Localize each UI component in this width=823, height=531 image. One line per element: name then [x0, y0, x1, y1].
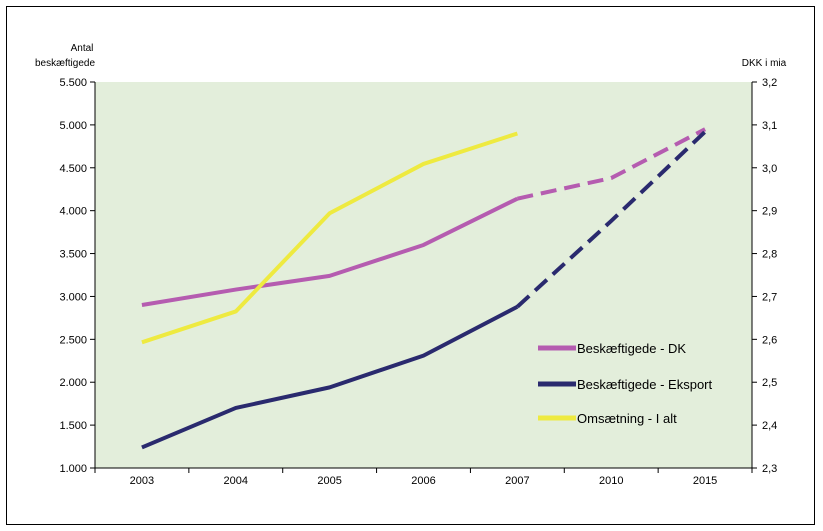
x-tick-label: 2010: [599, 475, 623, 487]
y-right-tick-label: 2,7: [762, 291, 777, 303]
y-right-tick-label: 2,9: [762, 206, 777, 218]
y-right-tick-label: 2,8: [762, 249, 777, 261]
y-left-tick-label: 4.500: [59, 163, 87, 175]
plot-area: [95, 82, 752, 468]
y-right-tick-label: 3,0: [762, 163, 777, 175]
y-left-tick-label: 2.500: [59, 334, 87, 346]
legend: Beskæftigede - DK Beskæftigede - Eksport…: [538, 341, 713, 426]
x-tick-label: 2007: [505, 475, 529, 487]
x-tick-label: 2005: [317, 475, 341, 487]
y-left-tick-label: 4.000: [59, 206, 87, 218]
chart-frame: [6, 6, 815, 525]
y-left-tick-label: 2.000: [59, 377, 87, 389]
legend-label-eksport: Beskæftigede - Eksport: [577, 377, 713, 392]
x-tick-label: 2003: [130, 475, 154, 487]
y-left-tick-label: 3.000: [59, 291, 87, 303]
y-left-label-line2: beskæftigede: [35, 58, 95, 69]
y-left-label-line1: Antal: [71, 43, 94, 54]
x-ticks: 2003 2004 2005 2006 2007 2010 2015: [94, 468, 753, 487]
y-right-tick-label: 2,3: [762, 463, 777, 475]
y-right-tick-label: 2,4: [762, 420, 777, 432]
x-tick-label: 2004: [224, 475, 248, 487]
y-left-tick-label: 3.500: [59, 249, 87, 261]
y-right-tick-label: 2,6: [762, 334, 777, 346]
y-left-tick-label: 5.000: [59, 120, 87, 132]
series-layer: [141, 127, 707, 450]
x-tick-label: 2015: [693, 475, 717, 487]
legend-label-omsaetning: Omsætning - I alt: [577, 411, 677, 426]
x-tick-label: 2006: [411, 475, 435, 487]
y-left-tick-label: 5.500: [59, 77, 87, 89]
y-right-label: DKK i mia: [742, 58, 787, 69]
legend-label-dk: Beskæftigede - DK: [577, 341, 686, 356]
y-right-tick-label: 2,5: [762, 377, 777, 389]
y-left-tick-label: 1.000: [59, 463, 87, 475]
y-left-tick-label: 1.500: [59, 420, 87, 432]
y-right-tick-label: 3,2: [762, 77, 777, 89]
y-right-tick-label: 3,1: [762, 120, 777, 132]
y-right-ticks: 2,3 2,4 2,5 2,6 2,7 2,8 2,9 3,0 3,1 3,2: [752, 77, 777, 475]
y-left-ticks: 1.000 1.500 2.000 2.500 3.000 3.500 4.000 4.500…: [59, 77, 95, 475]
